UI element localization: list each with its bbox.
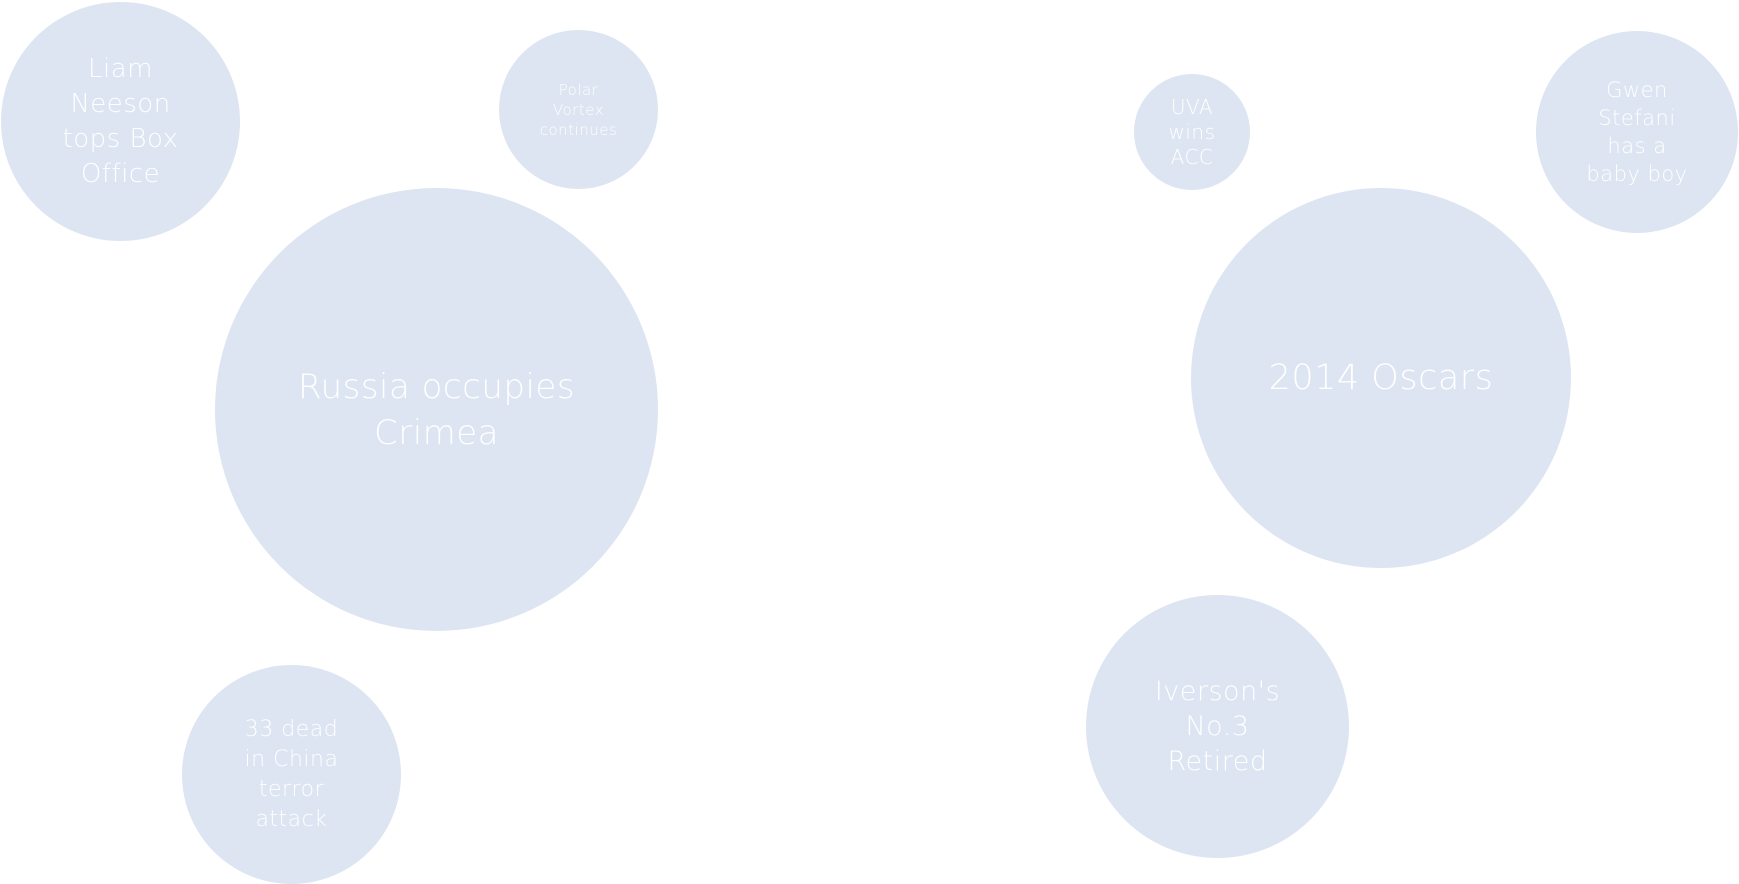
- bubble-gwen-stefani[interactable]: Gwen Stefani has a baby boy: [1536, 31, 1738, 233]
- bubble-iverson-retired[interactable]: Iverson's No.3 Retired: [1086, 595, 1349, 858]
- bubble-label: 2014 Oscars: [1268, 358, 1494, 398]
- bubble-liam-neeson[interactable]: Liam Neeson tops Box Office: [1, 2, 240, 241]
- bubble-2014-oscars[interactable]: 2014 Oscars: [1191, 188, 1571, 568]
- bubble-label: Iverson's No.3 Retired: [1154, 676, 1281, 777]
- bubble-polar-vortex[interactable]: Polar Vortex continues: [499, 30, 658, 189]
- bubble-label: 33 dead in China terror attack: [244, 716, 339, 832]
- bubble-label: Russia occupies Crimea: [297, 366, 576, 453]
- bubble-label: UVA wins ACC: [1168, 94, 1216, 169]
- bubble-uva-acc[interactable]: UVA wins ACC: [1134, 74, 1250, 190]
- bubble-label: Gwen Stefani has a baby boy: [1586, 78, 1688, 186]
- bubble-china-attack[interactable]: 33 dead in China terror attack: [182, 665, 401, 884]
- bubble-label: Liam Neeson tops Box Office: [62, 53, 179, 189]
- bubble-russia-crimea[interactable]: Russia occupies Crimea: [215, 188, 658, 631]
- bubble-label: Polar Vortex continues: [539, 80, 618, 139]
